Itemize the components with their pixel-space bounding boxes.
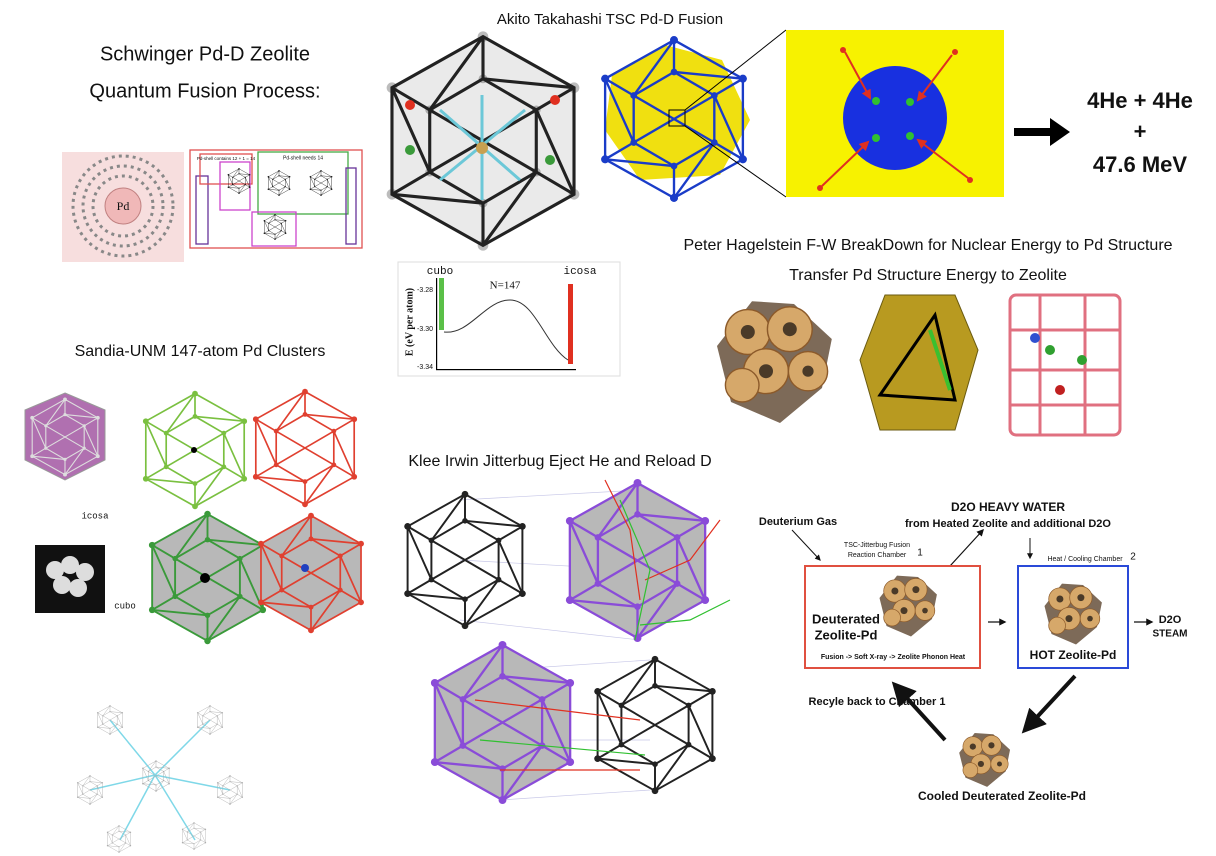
- recycle-label: Recyle back to Chamber 1: [809, 696, 946, 708]
- flow-arrow: [791, 529, 821, 561]
- plot-axis: [436, 278, 438, 370]
- atom-label: Pd: [117, 199, 130, 213]
- tick-label: -3.34: [417, 364, 433, 371]
- shell-boxes: [189, 149, 363, 249]
- deuterons: [872, 97, 914, 142]
- zeolite-framework: [1008, 293, 1122, 437]
- steam-label: D2O: [1159, 614, 1182, 626]
- energy-curve: [443, 299, 569, 361]
- klee-section: Klee Irwin Jitterbug Eject He and Reload…: [403, 453, 731, 804]
- steam-label: STEAM: [1153, 629, 1188, 640]
- reload-paths: [474, 699, 646, 771]
- section-title: Transfer Pd Structure Energy to Zeolite: [789, 267, 1067, 284]
- zeolite-image: [879, 575, 938, 637]
- result-line: 4He + 4He: [1087, 88, 1193, 113]
- cluster-label: cubo: [114, 601, 136, 611]
- icosa-bar: [568, 284, 573, 364]
- section-title: Peter Hagelstein F-W BreakDown for Nucle…: [683, 237, 1172, 254]
- deuteron-arrows: [821, 51, 969, 187]
- zoom-box: [668, 109, 686, 127]
- atoms: [405, 95, 560, 165]
- result-line: 47.6 MeV: [1093, 152, 1187, 177]
- cooled-label: Cooled Deuterated Zeolite-Pd: [918, 789, 1086, 803]
- cage-bond: [928, 329, 952, 391]
- flow-diagram: D2O HEAVY WATER from Heated Zeolite and …: [759, 500, 1188, 803]
- takahashi-section: 4He + 4He + 47.6 MeV: [387, 29, 1193, 251]
- cage-triangle: [877, 311, 957, 402]
- chamber-number: 1: [917, 548, 923, 559]
- plot-label: cubo: [427, 266, 453, 278]
- cubo-photo: [35, 545, 105, 613]
- series-label: N=147: [490, 280, 521, 292]
- framework-atoms: [1030, 333, 1087, 395]
- section-title: Sandia-UNM 147-atom Pd Clusters: [75, 343, 326, 360]
- shell-note: Pd-shell needs 14: [283, 155, 323, 161]
- center-atom: [200, 573, 210, 583]
- chamber-process: Fusion -> Soft X-ray -> Zeolite Phonon H…: [821, 654, 966, 661]
- nucleus: [104, 187, 142, 225]
- zeolite-cage: [859, 294, 979, 431]
- cubo-wire: [593, 655, 717, 795]
- red-solid: [258, 513, 364, 634]
- zoom-lines: [684, 29, 787, 198]
- zeolite-image: [1044, 583, 1103, 645]
- schwinger-section: Schwinger Pd-D Zeolite Quantum Fusion Pr…: [62, 43, 363, 262]
- page-title: Akito Takahashi TSC Pd-D Fusion: [497, 11, 723, 28]
- result-line: +: [1134, 119, 1147, 144]
- y-axis-label: E (eV per atom): [404, 288, 415, 356]
- section-title: Quantum Fusion Process:: [89, 80, 320, 102]
- chamber-label: HOT Zeolite-Pd: [1030, 648, 1117, 662]
- red-wire: [252, 388, 358, 508]
- sandia-section: Sandia-UNM 147-atom Pd Clusters icosa cu…: [24, 343, 364, 853]
- flow-arrow: [891, 681, 947, 742]
- chamber-label: Zeolite-Pd: [815, 627, 878, 642]
- result-arrow: [1014, 118, 1070, 146]
- energy-plot: cubo icosa N=147 E (eV per atom) -3.28 -…: [397, 261, 621, 377]
- chamber-2: [1017, 565, 1129, 669]
- cluster-of-clusters: [76, 705, 244, 853]
- flow-arrow: [1021, 674, 1077, 734]
- chamber-number: 2: [1130, 552, 1136, 563]
- flow-arrow: [949, 528, 984, 567]
- zeolite-image: [716, 300, 833, 424]
- electron-shells: [71, 154, 175, 258]
- section-title: Schwinger Pd-D Zeolite: [100, 43, 310, 65]
- chamber-title: Reaction Chamber: [848, 552, 907, 559]
- zeolite-image: [958, 732, 1011, 788]
- tick-label: -3.30: [417, 326, 433, 333]
- chamber-title: Heat / Cooling Chamber: [1047, 556, 1123, 563]
- plot-axis: [436, 369, 576, 371]
- cubo-balls: [46, 556, 94, 597]
- cluster-label: icosa: [81, 511, 109, 521]
- deuteron-sources: [817, 47, 973, 191]
- tick-label: -3.28: [417, 287, 433, 294]
- wire-polyhedron: [599, 35, 749, 203]
- section-title: Klee Irwin Jitterbug Eject He and Reload…: [408, 453, 711, 470]
- cubo-sketches: [227, 168, 333, 240]
- cluster-bonds: [89, 719, 231, 841]
- cubo-wire: [403, 490, 527, 630]
- cubo-bar: [439, 278, 444, 330]
- hagelstein-section: Peter Hagelstein F-W BreakDown for Nucle…: [683, 237, 1173, 437]
- chamber-label: Deuterated: [812, 611, 880, 626]
- flow-label: Deuterium Gas: [759, 516, 837, 528]
- ejection-paths: [604, 479, 731, 641]
- flow-title: D2O HEAVY WATER: [951, 500, 1065, 514]
- plot-frame: [397, 261, 621, 377]
- icosa-solid: [431, 641, 574, 804]
- chamber-1: [804, 565, 981, 669]
- center-atom: [191, 447, 197, 453]
- center-atom: [301, 564, 309, 572]
- plot-label: icosa: [563, 266, 596, 278]
- flow-subtitle: from Heated Zeolite and additional D2O: [905, 518, 1111, 530]
- chamber-title: TSC-Jitterbug Fusion: [844, 542, 910, 549]
- shell-note: Pd-shell contains 12 + 1 = 14: [197, 156, 256, 161]
